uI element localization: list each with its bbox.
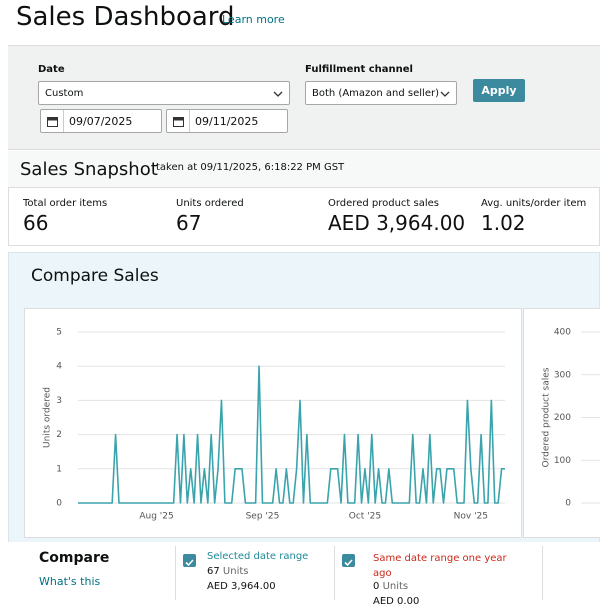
y-axis-label: Units ordered bbox=[43, 387, 53, 448]
x-tick-label: Nov '25 bbox=[454, 512, 488, 522]
metric-value: AED 3,964.00 bbox=[328, 211, 466, 235]
compare-sales-title: Compare Sales bbox=[31, 266, 159, 286]
metric-value: 1.02 bbox=[481, 211, 526, 235]
previous-label: Same date range one year ago bbox=[373, 553, 507, 579]
end-date-input[interactable]: 09/11/2025 bbox=[166, 109, 288, 133]
channel-option: Both (Amazon and seller) bbox=[312, 87, 439, 99]
learn-more-link[interactable]: Learn more bbox=[222, 13, 285, 26]
y-tick-label: 0 bbox=[565, 499, 571, 509]
units-chart: 0 1 2 3 4 5 Units ordered Aug '25 Sep '25 Oct '25… bbox=[43, 328, 505, 522]
channel-select[interactable]: Both (Amazon and seller) bbox=[305, 81, 457, 105]
metric-label: Ordered product sales bbox=[328, 198, 439, 209]
calendar-icon bbox=[167, 110, 190, 132]
date-label: Date bbox=[38, 64, 65, 75]
chevron bbox=[273, 91, 283, 97]
selected-label: Selected date range bbox=[207, 551, 309, 562]
divider bbox=[542, 546, 543, 600]
calendar-icon bbox=[41, 110, 64, 132]
y-tick-label: 5 bbox=[56, 328, 62, 338]
selected-sales: AED 3,964.00 bbox=[207, 581, 276, 592]
y-tick-label: 2 bbox=[56, 430, 62, 440]
units-label: Units bbox=[382, 581, 409, 592]
metric-label: Total order items bbox=[23, 198, 108, 209]
previous-sales: AED 0.00 bbox=[373, 596, 420, 607]
y-tick-label: 0 bbox=[56, 499, 62, 509]
page-title: Sales Dashboard bbox=[16, 2, 235, 32]
apply-button[interactable]: Apply bbox=[473, 79, 525, 102]
metric-label: Units ordered bbox=[176, 198, 244, 209]
x-tick-label: Aug '25 bbox=[139, 512, 173, 522]
selected-checkbox[interactable] bbox=[183, 554, 196, 567]
y-tick-label: 1 bbox=[56, 464, 62, 474]
sales-chart: 0 100 200 300 400 Ordered product sales bbox=[542, 328, 600, 509]
date-select[interactable]: Custom bbox=[38, 81, 290, 105]
chevron bbox=[440, 91, 450, 97]
divider bbox=[334, 546, 335, 600]
end-date: 09/11/2025 bbox=[195, 114, 259, 128]
selected-units: 67 Units bbox=[207, 566, 249, 577]
compare-title: Compare bbox=[39, 550, 110, 566]
y-tick-label: 100 bbox=[554, 456, 571, 466]
metric-label: Avg. units/order item bbox=[481, 198, 587, 209]
start-date-input[interactable]: 09/07/2025 bbox=[40, 109, 162, 133]
y-tick-label: 3 bbox=[56, 396, 62, 406]
data-line bbox=[78, 365, 505, 504]
y-axis-label: Ordered product sales bbox=[542, 367, 552, 467]
metric-value: 67 bbox=[176, 211, 202, 235]
compare-legend bbox=[8, 542, 600, 600]
channel-label: Fulfillment channel bbox=[305, 64, 413, 75]
snapshot-title: Sales Snapshot bbox=[20, 159, 158, 180]
y-tick-label: 4 bbox=[56, 362, 62, 372]
y-tick-label: 300 bbox=[554, 370, 571, 380]
units-value: 0 bbox=[373, 581, 380, 592]
date-option: Custom bbox=[45, 87, 84, 99]
snapshot-header bbox=[8, 151, 600, 188]
units-label: Units bbox=[222, 566, 249, 577]
start-date: 09/07/2025 bbox=[69, 114, 133, 128]
divider bbox=[175, 546, 176, 600]
whats-this-link[interactable]: What's this bbox=[39, 575, 101, 588]
units-value: 67 bbox=[207, 566, 220, 577]
x-tick-label: Oct '25 bbox=[349, 512, 381, 522]
x-tick-label: Sep '25 bbox=[246, 512, 280, 522]
snapshot-timestamp: taken at 09/11/2025, 6:18:22 PM GST bbox=[156, 162, 345, 173]
previous-units: 0 Units bbox=[373, 581, 408, 592]
previous-checkbox[interactable] bbox=[342, 554, 355, 567]
metric-value: 66 bbox=[23, 211, 49, 235]
y-tick-label: 400 bbox=[554, 328, 571, 338]
chart-card bbox=[523, 308, 600, 538]
y-tick-label: 200 bbox=[554, 413, 571, 423]
